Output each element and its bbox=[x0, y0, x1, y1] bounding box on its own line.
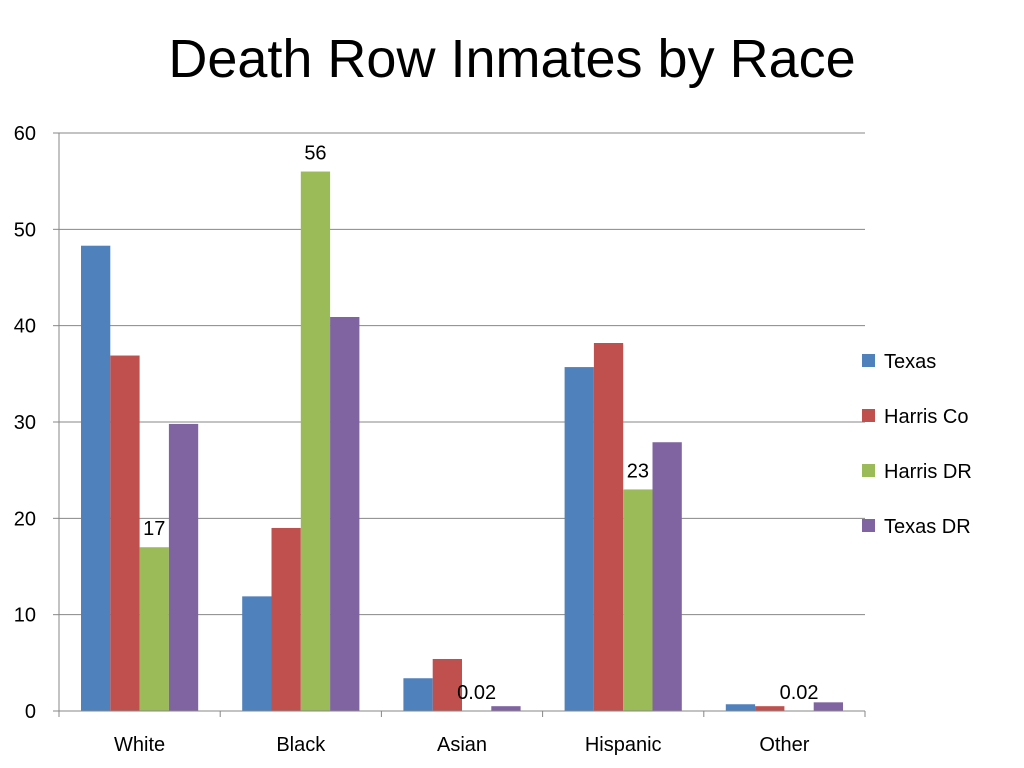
bar-texas-dr-white bbox=[168, 423, 199, 711]
x-tick-label: White bbox=[114, 734, 165, 756]
bar-texas-dr-asian bbox=[491, 706, 521, 711]
bar-harris-dr-hispanic bbox=[623, 489, 653, 711]
y-tick-label: 40 bbox=[14, 316, 36, 338]
bar-harris-dr-black bbox=[300, 171, 331, 712]
legend-swatch bbox=[862, 409, 875, 422]
bar-texas-other bbox=[725, 704, 756, 711]
data-label: 0.02 bbox=[780, 682, 819, 704]
bar-texas-dr-hispanic bbox=[652, 442, 682, 711]
axes: 0 10 20 30 40 50 60 White Black Asian Hispanic Othe… bbox=[14, 123, 866, 756]
data-label: 17 bbox=[143, 518, 165, 540]
legend-label: Harris DR bbox=[884, 461, 972, 483]
bar-texas-hispanic bbox=[564, 367, 594, 711]
y-tick-label: 10 bbox=[14, 605, 36, 627]
bars bbox=[81, 171, 843, 712]
x-tick-label: Asian bbox=[437, 734, 487, 756]
bar-harris-dr-white bbox=[139, 547, 169, 711]
bar-harris-co-asian bbox=[432, 658, 462, 711]
legend-swatch bbox=[862, 354, 875, 367]
x-tick-label: Black bbox=[276, 734, 326, 756]
y-tick-label: 0 bbox=[25, 701, 36, 723]
y-tick-label: 30 bbox=[14, 412, 36, 434]
bar-texas-black bbox=[242, 596, 272, 711]
y-tick-label: 50 bbox=[14, 219, 36, 241]
bar-texas-asian bbox=[403, 678, 433, 711]
bar-texas-white bbox=[81, 245, 111, 711]
legend-swatch bbox=[862, 464, 875, 477]
chart-title: Death Row Inmates by Race bbox=[168, 29, 856, 89]
bar-harris-co-hispanic bbox=[593, 343, 624, 711]
legend-label: Texas DR bbox=[884, 516, 971, 538]
bar-texas-dr-other bbox=[813, 702, 843, 711]
data-label: 0.02 bbox=[457, 682, 496, 704]
legend-label: Texas bbox=[884, 351, 936, 373]
bar-texas-dr-black bbox=[330, 316, 360, 711]
data-labels: 17 56 0.02 23 0.02 bbox=[143, 143, 818, 704]
bar-harris-co-other bbox=[755, 706, 785, 711]
bar-harris-co-white bbox=[110, 355, 140, 711]
y-tick-label: 60 bbox=[14, 123, 36, 145]
legend: Texas Harris Co Harris DR Texas DR bbox=[862, 351, 972, 538]
data-label: 56 bbox=[304, 143, 326, 165]
legend-swatch bbox=[862, 519, 875, 532]
x-tick-label: Hispanic bbox=[585, 734, 662, 756]
bar-harris-co-black bbox=[271, 527, 301, 711]
legend-label: Harris Co bbox=[884, 406, 968, 428]
data-label: 23 bbox=[627, 460, 649, 482]
x-tick-label: Other bbox=[759, 734, 809, 756]
y-tick-label: 20 bbox=[14, 508, 36, 530]
